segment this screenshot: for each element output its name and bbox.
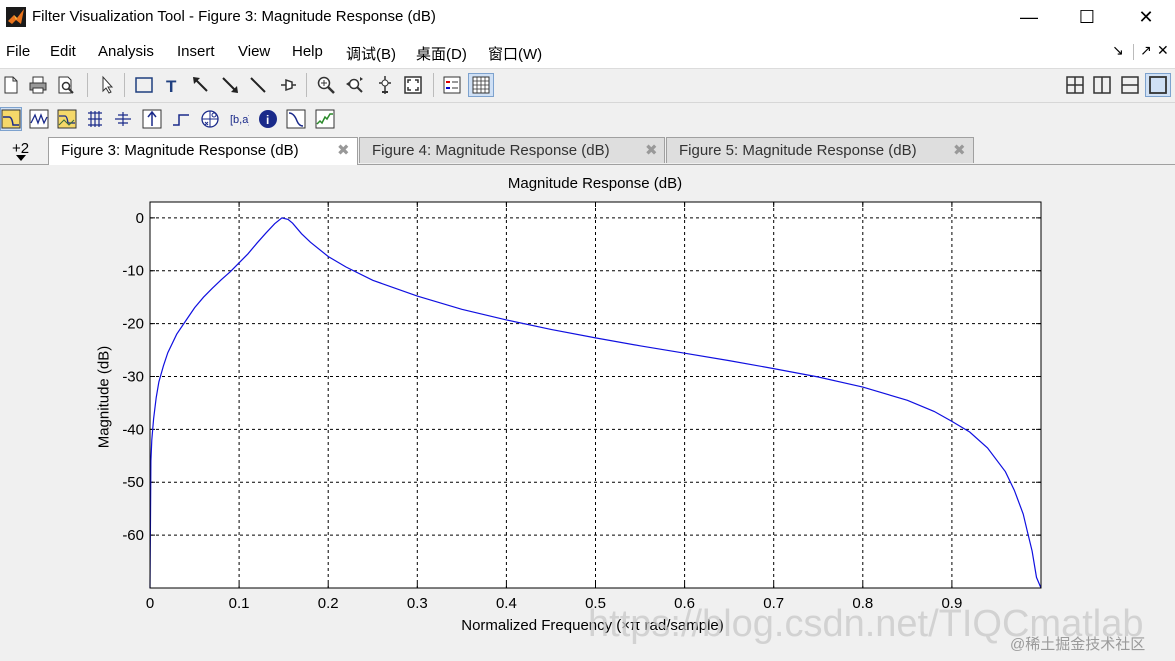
pole-zero-icon[interactable] — [199, 108, 221, 130]
menu-edit[interactable]: Edit — [50, 43, 76, 60]
x-axis-label: Normalized Frequency (×π rad/sample) — [461, 617, 724, 634]
undock-icon[interactable]: ↗ — [1140, 42, 1152, 58]
tab-overflow-button[interactable]: +2 — [12, 140, 30, 157]
minimize-button[interactable]: — — [1020, 6, 1038, 27]
window-title: Filter Visualization Tool - Figure 3: Ma… — [32, 8, 436, 25]
menu-view[interactable]: View — [238, 43, 271, 60]
x-tick-label: 0.4 — [496, 595, 517, 612]
main-toolbar: T — [0, 69, 1175, 103]
zoom-fit-icon[interactable] — [402, 74, 424, 96]
info-icon[interactable]: i — [257, 108, 279, 130]
y-tick-label: 0 — [136, 210, 144, 227]
grid-icon[interactable] — [468, 73, 494, 97]
tab-figure-4[interactable]: Figure 4: Magnitude Response (dB) ✖ — [359, 137, 665, 163]
pin-icon[interactable] — [277, 74, 299, 96]
round-off-icon[interactable] — [285, 108, 307, 130]
group-delay-icon[interactable] — [84, 108, 106, 130]
y-tick-label: -10 — [122, 263, 144, 280]
text-icon[interactable]: T — [161, 74, 183, 96]
svg-text:T: T — [166, 77, 177, 95]
svg-text:i: i — [266, 113, 269, 127]
tile-columns-icon[interactable] — [1091, 74, 1113, 96]
figure-tab-bar: +2 Figure 3: Magnitude Response (dB) ✖ F… — [0, 135, 1175, 165]
watermark-credit: @稀土掘金技术社区 — [1010, 636, 1146, 653]
toolbar-separator — [433, 73, 434, 97]
print-preview-icon[interactable] — [55, 74, 77, 96]
close-tab-icon[interactable]: ✖ — [953, 142, 966, 159]
menu-analysis[interactable]: Analysis — [98, 43, 154, 60]
watermark-url: https://blog.csdn.net/TIQCmatlab — [588, 603, 1144, 645]
toolbar-separator — [124, 73, 125, 97]
menu-divider — [1133, 44, 1134, 60]
noise-icon[interactable] — [314, 108, 336, 130]
tile-rows-icon[interactable] — [1119, 74, 1141, 96]
menu-bar: File Edit Analysis Insert View Help 调试(B… — [0, 34, 1175, 69]
close-tab-icon[interactable]: ✖ — [337, 142, 350, 159]
step-icon[interactable] — [170, 108, 192, 130]
close-figure-icon[interactable]: ✕ — [1157, 42, 1169, 58]
y-tick-label: -30 — [122, 368, 144, 385]
tab-overflow-arrow-icon[interactable] — [16, 155, 26, 161]
coefficients-icon[interactable]: [b,a] — [228, 108, 250, 130]
magnitude-phase-icon[interactable] — [56, 108, 78, 130]
magnitude-response-chart[interactable]: 0 0.1 0.2 0.3 0.4 0.5 0.6 0.7 0.8 0.9 0 -10 -20 -30 -4… — [0, 165, 1175, 615]
tab-label: Figure 4: Magnitude Response (dB) — [372, 142, 610, 159]
menu-debug[interactable]: 调试(B) — [346, 46, 396, 63]
legend-icon[interactable] — [441, 74, 463, 96]
zoom-out-icon[interactable] — [344, 74, 366, 96]
tab-figure-3[interactable]: Figure 3: Magnitude Response (dB) ✖ — [48, 137, 358, 165]
zoom-in-icon[interactable] — [315, 74, 337, 96]
x-tick-label: 0.3 — [407, 595, 428, 612]
arrow-icon[interactable] — [190, 74, 212, 96]
x-tick-label: 0.8 — [852, 595, 873, 612]
y-tick-label: -20 — [122, 316, 144, 333]
toolbar-separator — [87, 73, 88, 97]
menu-insert[interactable]: Insert — [177, 43, 215, 60]
impulse-icon[interactable] — [141, 108, 163, 130]
svg-text:[b,a]: [b,a] — [230, 114, 249, 126]
tab-label: Figure 5: Magnitude Response (dB) — [679, 142, 917, 159]
x-tick-label: 0.7 — [763, 595, 784, 612]
magnitude-series-line — [149, 217, 1042, 589]
tab-figure-5[interactable]: Figure 5: Magnitude Response (dB) ✖ — [666, 137, 974, 163]
plot-frame — [149, 201, 1042, 589]
matlab-logo-icon — [6, 7, 26, 27]
chart-title: Magnitude Response (dB) — [507, 175, 683, 192]
line-icon[interactable] — [247, 74, 269, 96]
menu-window[interactable]: 窗口(W) — [488, 46, 543, 63]
print-icon[interactable] — [27, 74, 49, 96]
x-tick-label: 0.6 — [674, 595, 695, 612]
magnitude-icon[interactable] — [0, 107, 22, 131]
single-view-icon[interactable] — [1145, 73, 1171, 97]
tile-grid-icon[interactable] — [1064, 74, 1086, 96]
analysis-toolbar: [b,a] i — [0, 103, 1175, 134]
maximize-button[interactable]: ☐ — [1078, 6, 1096, 27]
y-tick-label: -50 — [122, 474, 144, 491]
y-tick-label: -40 — [122, 421, 144, 438]
menu-help[interactable]: Help — [292, 43, 323, 60]
phase-delay-icon[interactable] — [112, 108, 134, 130]
dock-icon[interactable]: ↘ — [1112, 42, 1124, 58]
menu-desktop[interactable]: 桌面(D) — [416, 46, 467, 63]
new-file-icon[interactable] — [0, 74, 22, 96]
tab-label: Figure 3: Magnitude Response (dB) — [61, 142, 299, 159]
close-tab-icon[interactable]: ✖ — [645, 142, 658, 159]
plot-area: Magnitude Response (dB) Magnitude (dB) 0… — [0, 165, 1175, 661]
title-bar: Filter Visualization Tool - Figure 3: Ma… — [0, 0, 1175, 34]
x-tick-label: 0.9 — [941, 595, 962, 612]
toolbar-separator — [306, 73, 307, 97]
close-window-button[interactable]: ✕ — [1138, 6, 1154, 27]
rectangle-icon[interactable] — [133, 74, 155, 96]
x-tick-label: 0.5 — [585, 595, 606, 612]
y-tick-label: -60 — [122, 527, 144, 544]
pan-icon[interactable] — [374, 74, 396, 96]
x-tick-label: 0.2 — [318, 595, 339, 612]
phase-icon[interactable] — [28, 108, 50, 130]
x-tick-label: 0.1 — [229, 595, 250, 612]
x-tick-label: 0 — [146, 595, 154, 612]
select-arrow-icon[interactable] — [96, 74, 118, 96]
menu-file[interactable]: File — [6, 43, 31, 60]
double-arrow-icon[interactable] — [219, 74, 241, 96]
